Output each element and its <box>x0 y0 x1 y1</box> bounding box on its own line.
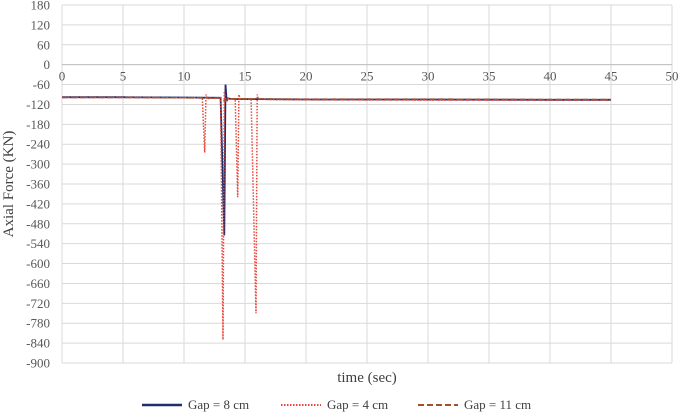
y-tick-label: -720 <box>26 296 50 311</box>
y-tick-label: -300 <box>26 157 50 172</box>
y-tick-label: -60 <box>33 77 50 92</box>
y-tick-label: -600 <box>26 256 50 271</box>
x-axis-title: time (sec) <box>337 370 397 386</box>
x-tick-label: 25 <box>361 69 374 84</box>
y-tick-label: -120 <box>26 97 50 112</box>
x-tick-label: 50 <box>666 69 679 84</box>
legend-label-2: Gap = 4 cm <box>327 397 388 412</box>
x-tick-label: 30 <box>422 69 435 84</box>
x-tick-label: 10 <box>178 69 191 84</box>
x-tick-label: 35 <box>483 69 496 84</box>
x-axis: 0 5 10 15 20 25 30 35 40 45 50 <box>59 64 679 84</box>
x-tick-label: 45 <box>605 69 618 84</box>
legend: Gap = 8 cm Gap = 4 cm Gap = 11 cm <box>142 397 531 412</box>
x-tick-label: 40 <box>544 69 557 84</box>
series-lines <box>62 84 611 340</box>
grid <box>61 4 673 364</box>
y-tick-label: -660 <box>26 276 50 291</box>
y-axis-title: Axial Force (KN) <box>1 131 17 238</box>
y-tick-label: -480 <box>26 216 50 231</box>
y-tick-label: -240 <box>26 137 50 152</box>
x-tick-label: 20 <box>300 69 313 84</box>
y-tick-label: -840 <box>26 336 50 351</box>
x-tick-label: 15 <box>239 69 252 84</box>
y-tick-label: -780 <box>26 316 50 331</box>
series-line-2 <box>62 91 611 340</box>
series-line-1 <box>62 84 611 236</box>
x-tick-label: 0 <box>59 69 66 84</box>
y-tick-label: 60 <box>37 37 50 52</box>
y-tick-label: -540 <box>26 236 50 251</box>
y-tick-label: -900 <box>26 356 50 371</box>
legend-label-1: Gap = 8 cm <box>188 397 249 412</box>
y-tick-label: 0 <box>44 57 51 72</box>
y-tick-label: 180 <box>31 0 51 13</box>
y-axis: 180 120 60 0 -60 -120 -180 -240 -300 -360 -420 -480… <box>26 0 50 371</box>
y-tick-label: -420 <box>26 196 50 211</box>
series-line-3 <box>62 96 611 103</box>
y-tick-label: -360 <box>26 177 50 192</box>
legend-label-3: Gap = 11 cm <box>464 397 531 412</box>
x-tick-label: 5 <box>120 69 127 84</box>
y-tick-label: 120 <box>31 17 51 32</box>
y-tick-label: -180 <box>26 117 50 132</box>
